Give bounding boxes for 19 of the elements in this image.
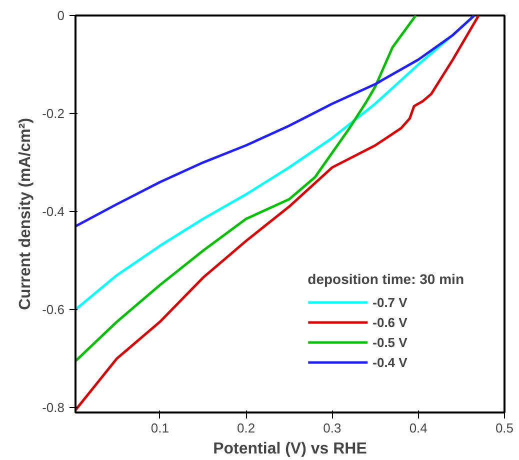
legend-label: -0.4 V: [372, 354, 408, 370]
y-tick-label: -0.8: [42, 400, 65, 416]
x-axis-title: Potential (V) vs RHE: [213, 440, 368, 458]
legend-label: -0.6 V: [372, 314, 408, 330]
y-tick-label: -0.2: [42, 106, 65, 122]
y-tick-label: -0.4: [42, 204, 65, 220]
x-tick-label: 0.4: [409, 420, 428, 436]
x-tick-label: 0.5: [495, 420, 514, 436]
y-axis-title: Current density (mA/cm²): [17, 118, 34, 310]
y-tick-label: -0.6: [42, 302, 65, 318]
legend-title: deposition time: 30 min: [308, 271, 464, 287]
legend-label: -0.5 V: [372, 334, 408, 350]
x-tick-label: 0.1: [150, 420, 169, 436]
y-tick-label: 0: [57, 8, 65, 23]
legend-label: -0.7 V: [372, 294, 408, 310]
line-series: [76, 16, 476, 228]
x-tick-label: 0.3: [323, 420, 342, 436]
x-tick-label: 0.2: [237, 420, 256, 436]
line-series: [76, 16, 480, 412]
